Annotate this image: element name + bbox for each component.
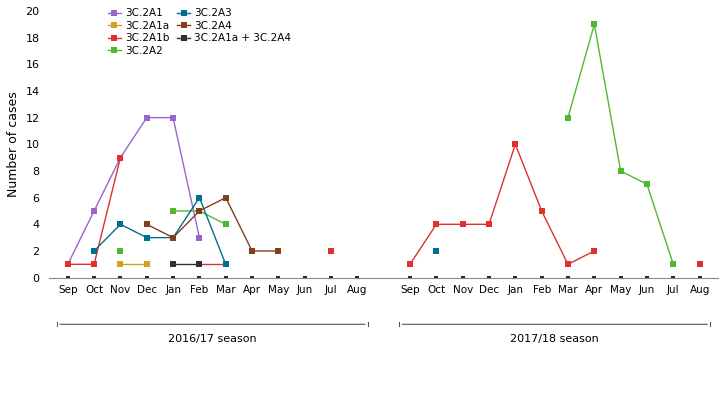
Text: 2017/18 season: 2017/18 season (510, 334, 599, 344)
Legend: 3C.2A1, 3C.2A1a, 3C.2A1b, 3C.2A2, 3C.2A3, 3C.2A4, 3C.2A1a + 3C.2A4: 3C.2A1, 3C.2A1a, 3C.2A1b, 3C.2A2, 3C.2A3… (108, 8, 291, 56)
Text: 2016/17 season: 2016/17 season (168, 334, 257, 344)
Y-axis label: Number of cases: Number of cases (7, 91, 20, 197)
